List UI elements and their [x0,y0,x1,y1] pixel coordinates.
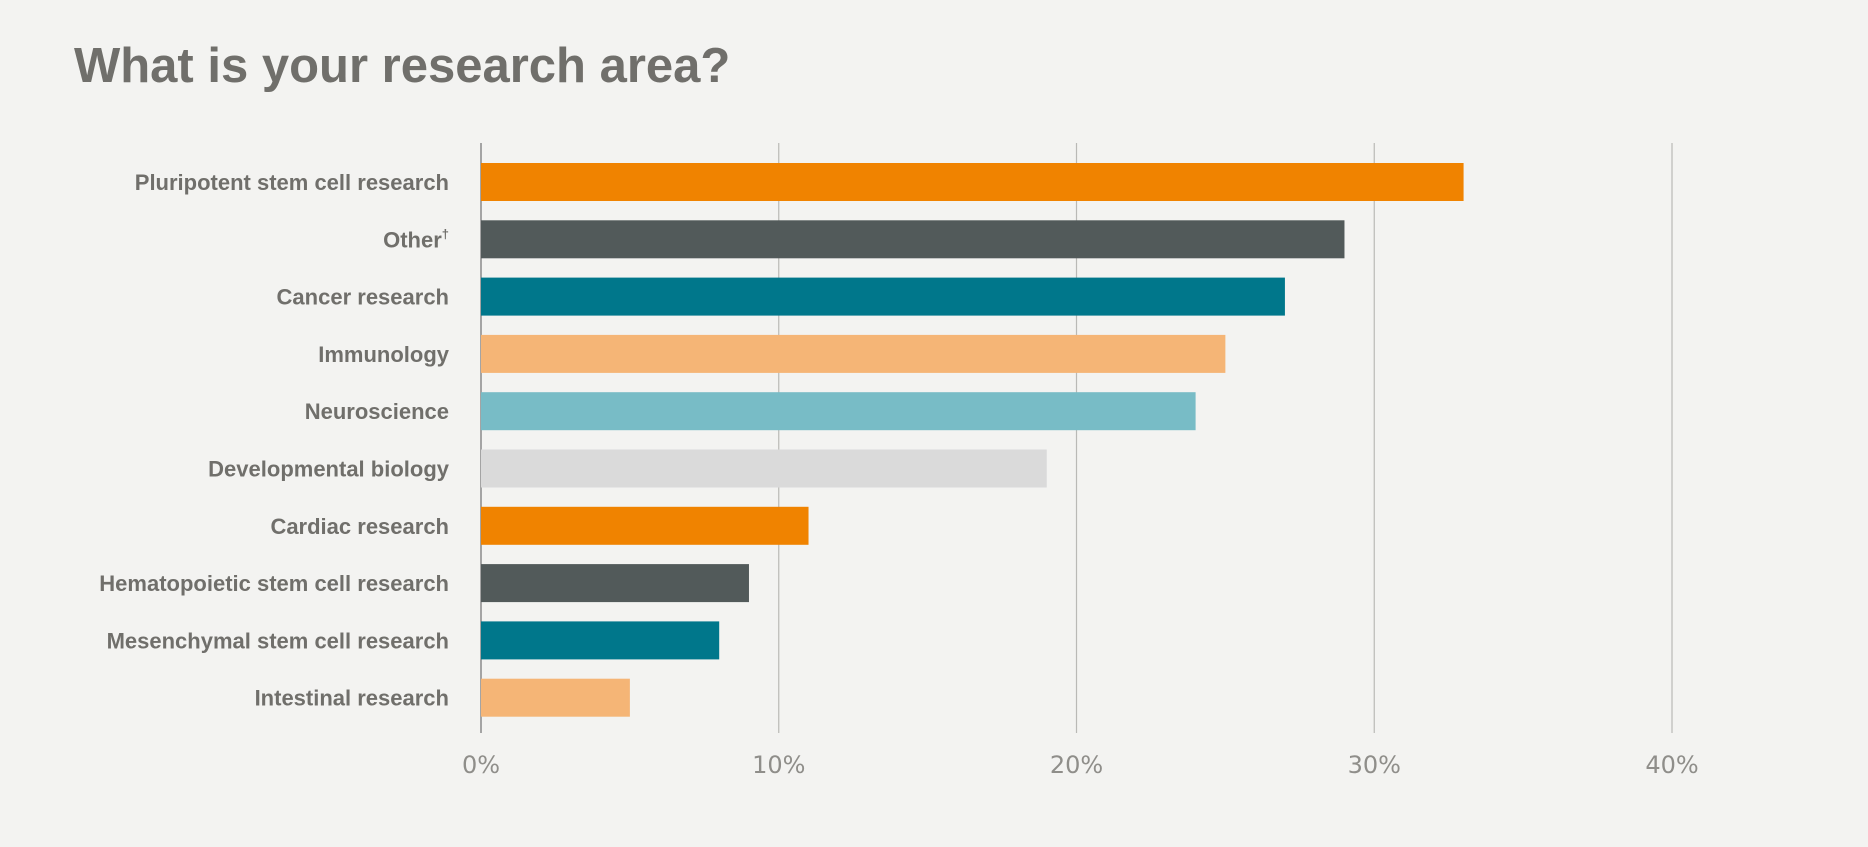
x-tick-label-0: 0% [462,751,500,779]
category-label-intestinal-research: Intestinal research [255,686,449,711]
category-labels: Pluripotent stem cell research Other† Canc… [99,170,449,711]
bar-developmental-biology [481,449,1047,488]
category-label-mesenchymal-stem-cell-research: Mesenchymal stem cell research [107,628,449,653]
x-tick-label-40: 40% [1645,751,1698,779]
bar-hematopoietic-stem-cell-research [481,564,749,603]
bar-pluripotent-stem-cell-research [481,163,1464,201]
category-label-pluripotent-stem-cell-research: Pluripotent stem cell research [135,170,449,195]
bar-cancer-research [481,277,1285,316]
x-tick-label-10: 10% [752,751,805,779]
category-label-immunology: Immunology [318,342,450,367]
bar-cardiac-research [481,506,809,545]
category-label-neuroscience: Neuroscience [305,399,449,424]
category-label-hematopoietic-stem-cell-research: Hematopoietic stem cell research [99,571,449,596]
bars [481,163,1464,717]
bar-neuroscience [481,392,1196,431]
x-tick-labels: 0% 10% 20% 30% 40% [462,751,1699,779]
category-label-other: Other† [383,226,449,252]
category-label-developmental-biology: Developmental biology [208,457,450,482]
chart-title: What is your research area? [74,39,731,93]
x-tick-label-30: 30% [1348,751,1401,779]
x-tick-label-20: 20% [1050,751,1103,779]
bar-mesenchymal-stem-cell-research [481,621,720,660]
bar-other [481,220,1345,259]
bar-immunology [481,334,1226,373]
category-label-cancer-research: Cancer research [277,285,449,310]
category-label-cardiac-research: Cardiac research [270,514,449,539]
bar-intestinal-research [481,678,630,717]
